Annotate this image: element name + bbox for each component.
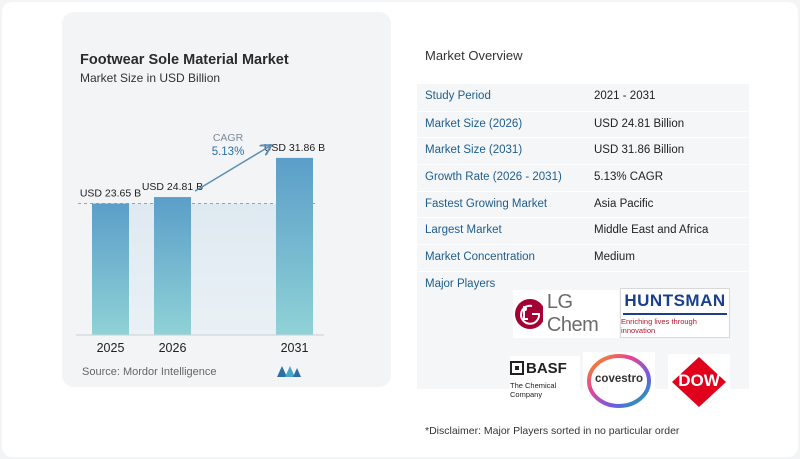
chart-subtitle: Market Size in USD Billion — [80, 71, 221, 85]
overview-title: Market Overview — [425, 48, 523, 63]
overview-row: Largest Market Middle East and Africa — [417, 217, 749, 245]
dow-diamond-icon — [672, 357, 726, 407]
huntsman-wordmark: HUNTSMAN — [624, 291, 726, 310]
overview-key: Largest Market — [425, 224, 502, 237]
dow-wordmark: DOW — [678, 371, 720, 390]
overview-row: Market Concentration Medium — [417, 244, 749, 271]
overview-key: Growth Rate (2026 - 2031) — [425, 171, 562, 184]
huntsman-divider — [623, 313, 727, 315]
reference-band — [129, 203, 276, 335]
disclaimer: *Disclaimer: Major Players sorted in no … — [425, 425, 680, 437]
bar — [92, 203, 129, 335]
basf-tagline: The Chemical Company — [510, 380, 557, 399]
bar-value-label: USD 31.86 B — [264, 142, 325, 154]
x-tick-label: 2031 — [281, 341, 309, 355]
x-tick-label: 2025 — [97, 341, 125, 355]
mordor-logo-icon — [277, 366, 301, 377]
overview-value: Middle East and Africa — [594, 224, 709, 237]
basf-square-icon — [510, 361, 524, 375]
overview-key: Market Concentration — [425, 251, 535, 264]
huntsman-logo: HUNTSMAN Enriching lives through innovat… — [620, 288, 730, 338]
overview-row: Growth Rate (2026 - 2031) 5.13% CAGR — [417, 164, 749, 191]
basf-mark: BASF — [510, 360, 567, 377]
lgchem-logo: LG Chem — [513, 290, 619, 338]
basf-logo: BASF The Chemical Company — [510, 356, 580, 402]
cagr-value: 5.13% — [212, 146, 245, 158]
overview-row: Fastest Growing Market Asia Pacific — [417, 190, 749, 218]
lg-face-icon — [515, 299, 543, 329]
lgchem-wordmark: LG Chem — [546, 291, 599, 336]
bar — [154, 197, 191, 335]
cagr-label: CAGR — [213, 132, 244, 144]
overview-value: USD 31.86 Billion — [594, 144, 685, 157]
overview-key: Market Size (2031) — [425, 144, 523, 157]
overview-value: Asia Pacific — [594, 197, 654, 210]
overview-value: 2021 - 2031 — [594, 90, 656, 102]
overview-value: 5.13% CAGR — [594, 171, 664, 184]
bar-value-label: USD 23.65 B — [80, 188, 141, 200]
overview-key: Market Size (2026) — [425, 117, 523, 130]
covestro-logo: covestro — [583, 352, 655, 410]
overview-key: Fastest Growing Market — [425, 197, 548, 210]
overview-key: Study Period — [425, 90, 491, 102]
overview-value: USD 24.81 Billion — [594, 117, 685, 130]
bar — [276, 157, 313, 335]
major-players-label: Major Players — [425, 277, 496, 290]
bar-value-label: USD 24.81 B — [142, 181, 203, 193]
dow-logo: DOW — [668, 354, 730, 410]
cagr-arrow — [194, 146, 270, 192]
overview-table: Study Period 2021 - 2031 Market Size (20… — [417, 84, 749, 389]
bar-chart: USD 23.65 B 2025 USD 24.81 B 2026 USD 31.86 … — [76, 132, 325, 355]
source-note: Source: Mordor Intelligence — [82, 366, 217, 378]
basf-wordmark: BASF — [526, 359, 567, 377]
covestro-ring-icon — [587, 354, 651, 408]
x-tick-label: 2026 — [159, 341, 187, 355]
chart-title: Footwear Sole Material Market — [80, 52, 289, 68]
overview-row: Market Size (2026) USD 24.81 Billion — [417, 110, 749, 138]
overview-row: Market Size (2031) USD 31.86 Billion — [417, 137, 749, 165]
huntsman-tagline: Enriching lives through innovation — [621, 317, 697, 335]
overview-value: Medium — [594, 251, 635, 264]
covestro-wordmark: covestro — [595, 373, 643, 385]
overview-row: Study Period 2021 - 2031 — [417, 84, 749, 111]
